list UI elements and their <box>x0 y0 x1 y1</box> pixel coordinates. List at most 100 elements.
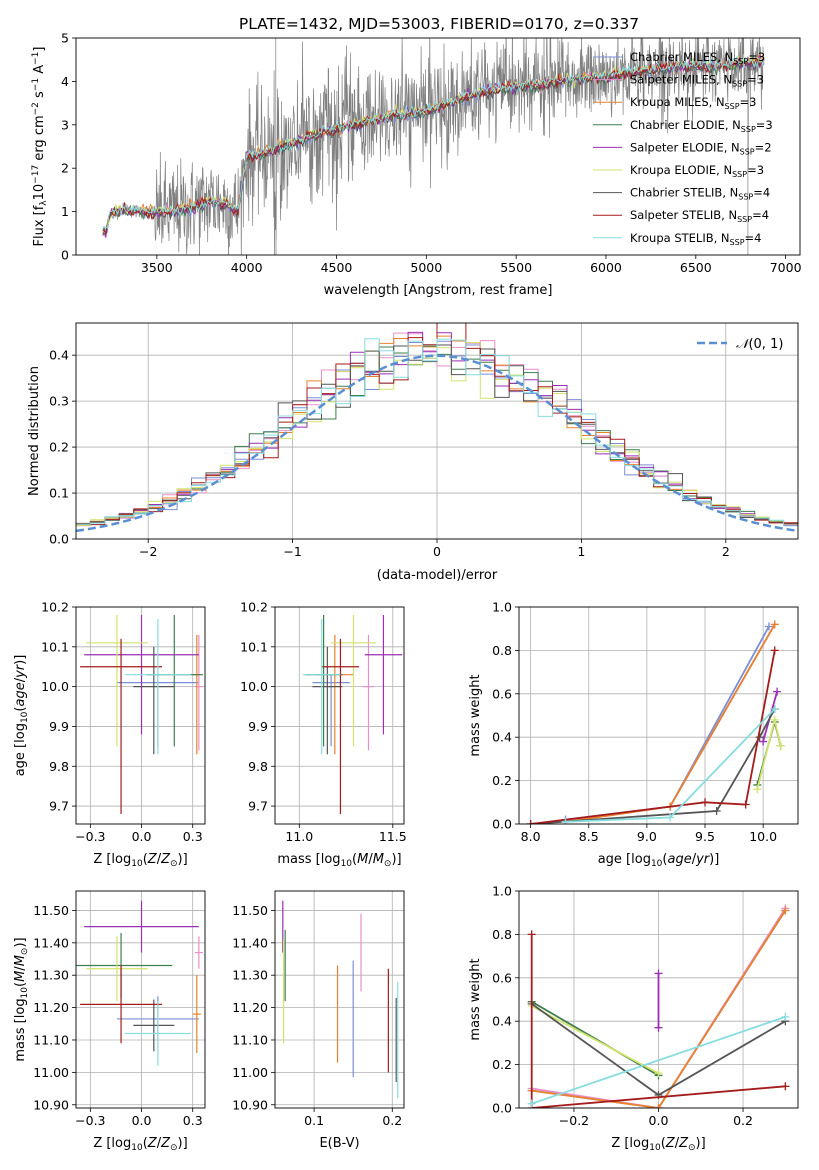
mass_vs_ebv-ytick-label: 11.50 <box>232 903 268 918</box>
weight-marker <box>781 906 790 915</box>
residuals-xtick-label: −2 <box>139 544 157 559</box>
residuals-panel: −2 −1 0 1 2 0.0 0.1 0.2 0.3 0.4 𝒩(0, 1) (data-model… <box>27 322 799 583</box>
weight_vs_Z-ytick-label: 0.2 <box>492 1057 512 1072</box>
mass_vs_Z-frame <box>75 890 206 1109</box>
weight-marker <box>776 741 785 750</box>
weight_vs_Z-ytick-label: 1.0 <box>492 884 512 899</box>
mass_vs_Z-panel: −0.3 0.0 0.3 10.90 11.00 11.10 11.20 11.30 11.40… <box>13 890 206 1153</box>
mass_vs_Z-plot-area <box>76 900 203 1066</box>
legend-entry: 𝒩(0, 1) <box>736 337 783 352</box>
age_vs_Z-xtick-label: 0.0 <box>132 829 152 844</box>
age-ylabel: age [log10(age/yr)] <box>13 655 30 777</box>
legend-entry: Salpeter ELODIE, NSSP=2 <box>630 140 772 156</box>
mass_vs_Z-ytick-label: 11.50 <box>33 903 69 918</box>
mass_vs_Z-ytick-label: 11.20 <box>33 1000 69 1015</box>
mass_vs_Z-ytick-label: 11.10 <box>33 1032 69 1047</box>
age_vs_Z-panel: −0.3 0.0 0.3 9.7 9.8 9.9 10.0 10.1 10.2 Z [log10(… <box>13 600 206 869</box>
mass_vs_ebv-frame <box>274 890 405 1109</box>
age_vs_mass-xtick-label: 11.0 <box>285 829 313 844</box>
spectrum-xlabel: wavelength [Angstrom, rest frame] <box>324 283 553 298</box>
xlabel-metallicity: Z [log10(Z/Z⊙)] <box>93 1136 187 1153</box>
weight_vs_age-ytick-label: 0.4 <box>492 730 512 745</box>
weight-line-kroupa-miles <box>531 910 787 1108</box>
mass_vs_ebv-xtick-label: 0.2 <box>382 1113 402 1128</box>
weight_vs_age-xtick-label: 8.5 <box>579 829 599 844</box>
legend-entry: Salpeter STELIB, NSSP=4 <box>630 208 769 224</box>
spectrum-legend: Chabrier MILES, NSSP=3 Salpeter MILES, NS… <box>593 50 773 247</box>
age_vs_Z-ytick-label: 10.0 <box>41 679 69 694</box>
weight-marker <box>654 969 663 978</box>
weight-marker <box>770 704 779 713</box>
mass_vs_ebv-ytick-label: 11.20 <box>232 1000 268 1015</box>
mass-ylabel: mass [log10(M/M⊙)] <box>13 937 30 1061</box>
residuals-xlabel: (data-model)/error <box>377 568 498 583</box>
weight-marker <box>526 820 535 824</box>
spectrum-ytick-label: 3 <box>61 117 69 132</box>
residuals-ytick-label: 0.1 <box>49 486 69 501</box>
weight_vs_Z-ytick-label: 0.4 <box>492 1014 512 1029</box>
legend-entry: Chabrier ELODIE, NSSP=3 <box>630 118 773 134</box>
weight-ylabel: mass weight <box>468 958 483 1040</box>
weight_vs_Z-ytick-label: 0.8 <box>492 927 512 942</box>
age_vs_mass-frame <box>274 606 405 825</box>
weight-marker <box>561 817 570 824</box>
residuals-ytick-label: 0.2 <box>49 440 69 455</box>
weight_vs_age-ytick-label: 0.8 <box>492 643 512 658</box>
mass_vs_Z-xtick-label: −0.3 <box>75 1113 105 1128</box>
age_vs_mass-plot-area <box>303 614 403 815</box>
weight_vs_age-frame <box>518 606 799 825</box>
age_vs_Z-ytick-label: 10.1 <box>41 639 69 654</box>
age_vs_mass-ytick-label: 9.8 <box>248 759 268 774</box>
weight-marker <box>770 646 779 655</box>
weight-marker <box>773 687 782 696</box>
weight_vs_age-ytick-label: 0.0 <box>492 817 512 832</box>
weight-line-chabrier-stelib <box>530 708 776 824</box>
age_vs_mass-ytick-label: 10.2 <box>240 600 268 615</box>
weight_vs_age-ytick-label: 0.2 <box>492 773 512 788</box>
xlabel-metallicity: Z [log10(Z/Z⊙)] <box>93 852 187 869</box>
legend-entry: Kroupa MILES, NSSP=3 <box>630 95 756 111</box>
weight_vs_age-ytick-label: 0.6 <box>492 686 512 701</box>
spectrum-ytick-label: 1 <box>61 204 69 219</box>
age_vs_Z-frame <box>75 606 206 825</box>
weight_vs_age-xtick-label: 9.0 <box>637 829 657 844</box>
weight-marker <box>781 1012 790 1021</box>
xlabel-mass: mass [log10(M/M⊙)] <box>277 852 401 869</box>
mass_vs_ebv-ytick-label: 11.30 <box>232 968 268 983</box>
spectrum-title: PLATE=1432, MJD=53003, FIBERID=0170, z=0… <box>239 15 639 33</box>
residuals-plot-area <box>76 323 798 533</box>
legend-entry: Salpeter MILES, NSSP=3 <box>630 73 764 89</box>
residuals-xtick-label: 0 <box>433 544 441 559</box>
residuals-ytick-label: 0.3 <box>49 394 69 409</box>
residuals-xtick-label: 1 <box>577 544 585 559</box>
mass_vs_Z-xtick-label: 0.0 <box>132 1113 152 1128</box>
weight-line-chabrier-elodie <box>531 1000 659 1077</box>
weight_vs_age-panel: 8.0 8.5 9.0 9.5 10.0 0.0 0.2 0.4 0.6 0.8 1.0 mass w… <box>468 600 799 869</box>
spectrum-xtick-label: 7000 <box>770 260 802 275</box>
spectrum-xtick-label: 5500 <box>500 260 532 275</box>
spectrum-xtick-label: 5000 <box>410 260 442 275</box>
weight-line-kroupa-stelib <box>531 1016 786 1105</box>
residuals-ylabel: Normed distribution <box>27 366 42 496</box>
weight_vs_Z-ytick-label: 0.6 <box>492 970 512 985</box>
weight-line-salpeter-miles <box>565 623 776 823</box>
weight_vs_Z-xtick-label: 0.2 <box>733 1113 753 1128</box>
spectrum-xtick-label: 4000 <box>231 260 263 275</box>
normal-reference-curve <box>76 354 798 533</box>
weight-marker <box>666 813 675 822</box>
spectrum-xtick-label: 6000 <box>590 260 622 275</box>
hist-kroupa-stelib <box>76 338 798 528</box>
legend-entry: Kroupa ELODIE, NSSP=3 <box>630 163 764 179</box>
weight_vs_age-xtick-label: 10.0 <box>749 829 777 844</box>
mass_vs_ebv-ytick-label: 11.10 <box>232 1032 268 1047</box>
weight-line-salpeter-stelib <box>530 934 786 1108</box>
spectrum-model-kroupa-stelib <box>102 55 765 229</box>
residuals-ytick-label: 0.4 <box>49 348 69 363</box>
weight_vs_Z-panel: −0.2 0.0 0.2 0.0 0.2 0.4 0.6 0.8 1.0 mass weight Z… <box>468 884 799 1153</box>
spectrum-xtick-label: 4500 <box>321 260 353 275</box>
weight-ylabel: mass weight <box>468 674 483 756</box>
xlabel-metallicity: Z [log10(Z/Z⊙)] <box>611 1136 705 1153</box>
weight_vs_age-ytick-label: 1.0 <box>492 600 512 615</box>
mass_vs_Z-ytick-label: 11.00 <box>33 1065 69 1080</box>
